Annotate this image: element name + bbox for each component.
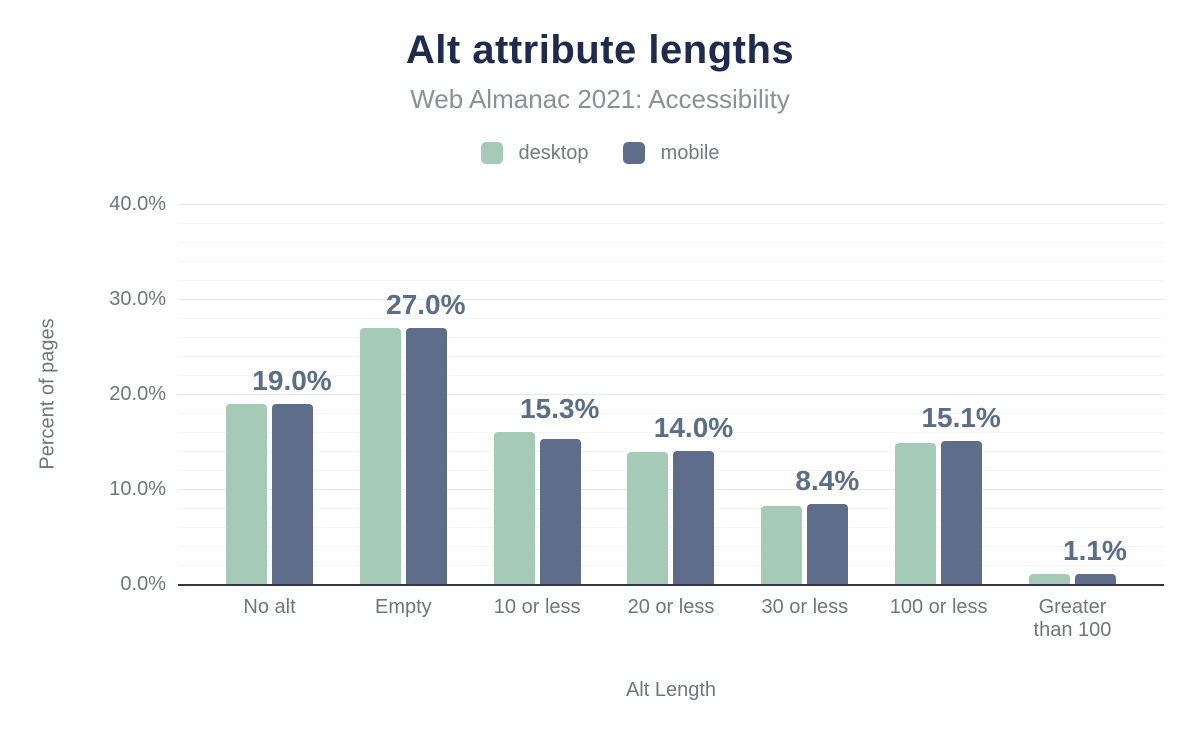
x-tick-label-text: 100 or less xyxy=(889,596,988,618)
bar-mobile[interactable] xyxy=(941,440,983,584)
plot-area: 19.0% 27.0% 15.3% 14.0% 8.4% 15.1% 1.1% xyxy=(178,203,1164,586)
x-tick-label-text: 20 or less xyxy=(627,596,715,618)
gridline xyxy=(178,412,1164,414)
bar-value-label: 1.1% xyxy=(1063,534,1127,566)
y-axis-ticks: 0.0% 10.0% 20.0% 30.0% 40.0% xyxy=(0,193,166,595)
y-tick-label: 0.0% xyxy=(120,573,166,595)
bar-mobile[interactable] xyxy=(272,403,313,584)
x-tick-label-text: No alt xyxy=(243,596,296,618)
bar-group: 19.0% xyxy=(226,204,332,584)
gridline xyxy=(178,317,1164,319)
gridline xyxy=(178,393,1164,395)
bar-mobile[interactable] xyxy=(539,438,581,584)
bar-value-label: 27.0% xyxy=(386,288,466,320)
bar-desktop[interactable] xyxy=(359,328,401,584)
gridline xyxy=(178,241,1164,243)
y-tick-label: 10.0% xyxy=(109,478,166,500)
gridline xyxy=(178,203,1164,205)
gridline xyxy=(178,336,1164,338)
legend-label: desktop xyxy=(518,142,589,164)
gridline xyxy=(178,298,1164,300)
bar-value-label: 19.0% xyxy=(252,364,332,396)
bar-group: 14.0% xyxy=(627,204,733,584)
gridline xyxy=(178,564,1164,566)
y-tick-label: 30.0% xyxy=(109,288,166,310)
legend-swatch-mobile xyxy=(622,142,645,164)
gridline xyxy=(178,431,1164,433)
gridline xyxy=(178,355,1164,357)
bar-mobile[interactable] xyxy=(1074,573,1116,584)
x-tick-label: 10 or less xyxy=(494,596,581,642)
gridline xyxy=(178,374,1164,376)
bar-value-label: 15.3% xyxy=(519,393,600,424)
bar-group: 15.3% xyxy=(493,204,599,584)
gridline xyxy=(178,222,1164,224)
bar-desktop[interactable] xyxy=(226,403,267,584)
x-tick-label: 20 or less xyxy=(627,596,715,642)
legend: desktop mobile xyxy=(0,142,1200,164)
bar-value-label: 15.1% xyxy=(921,401,1001,433)
x-tick-label: 30 or less xyxy=(761,596,848,642)
gridline xyxy=(178,469,1164,471)
bar-group: 15.1% xyxy=(895,204,1001,584)
gridline xyxy=(178,507,1164,509)
x-tick-label-text: Greater than 100 xyxy=(1033,596,1112,641)
gridline xyxy=(178,450,1164,452)
bar-desktop[interactable] xyxy=(1028,573,1070,584)
bar-mobile[interactable] xyxy=(807,504,849,584)
x-tick-label-text: 10 or less xyxy=(493,596,581,618)
legend-item-mobile[interactable]: mobile xyxy=(622,142,720,164)
y-tick-label: 20.0% xyxy=(109,383,166,405)
x-tick-label-text: 30 or less xyxy=(761,596,849,618)
gridline xyxy=(178,488,1164,490)
x-tick-label: 100 or less xyxy=(890,596,988,642)
x-tick-label-text: Empty xyxy=(374,596,432,618)
bar-mobile[interactable] xyxy=(673,451,715,584)
legend-item-desktop[interactable]: desktop xyxy=(480,142,589,164)
y-tick-label: 40.0% xyxy=(109,193,166,215)
legend-label: mobile xyxy=(660,142,720,164)
gridline xyxy=(178,545,1164,547)
bar-desktop[interactable] xyxy=(895,443,937,584)
x-tick-label: Greater than 100 xyxy=(1029,596,1116,642)
bar-mobile[interactable] xyxy=(405,327,447,584)
bar-value-label: 8.4% xyxy=(795,465,860,497)
bar-desktop[interactable] xyxy=(493,432,535,584)
legend-swatch-desktop xyxy=(480,142,503,164)
gridline xyxy=(178,260,1164,262)
gridline xyxy=(178,526,1164,528)
bar-group: 1.1% xyxy=(1028,204,1127,584)
x-tick-label: No alt xyxy=(226,596,313,642)
x-axis-ticks: No alt Empty 10 or less 20 or less 30 or les… xyxy=(178,596,1164,642)
bar-desktop[interactable] xyxy=(761,506,803,584)
chart-subtitle: Web Almanac 2021: Accessibility xyxy=(410,84,790,114)
gridline xyxy=(178,279,1164,281)
bar-series-container: 19.0% 27.0% 15.3% 14.0% 8.4% 15.1% 1.1% xyxy=(178,204,1164,584)
bar-group: 8.4% xyxy=(761,204,859,584)
x-tick-label: Empty xyxy=(360,596,447,642)
chart-title: Alt attribute lengths xyxy=(405,28,795,72)
x-axis-title: Alt Length xyxy=(625,679,717,701)
bar-value-label: 14.0% xyxy=(653,412,734,443)
bar-desktop[interactable] xyxy=(627,451,669,584)
bar-group: 27.0% xyxy=(359,204,466,584)
